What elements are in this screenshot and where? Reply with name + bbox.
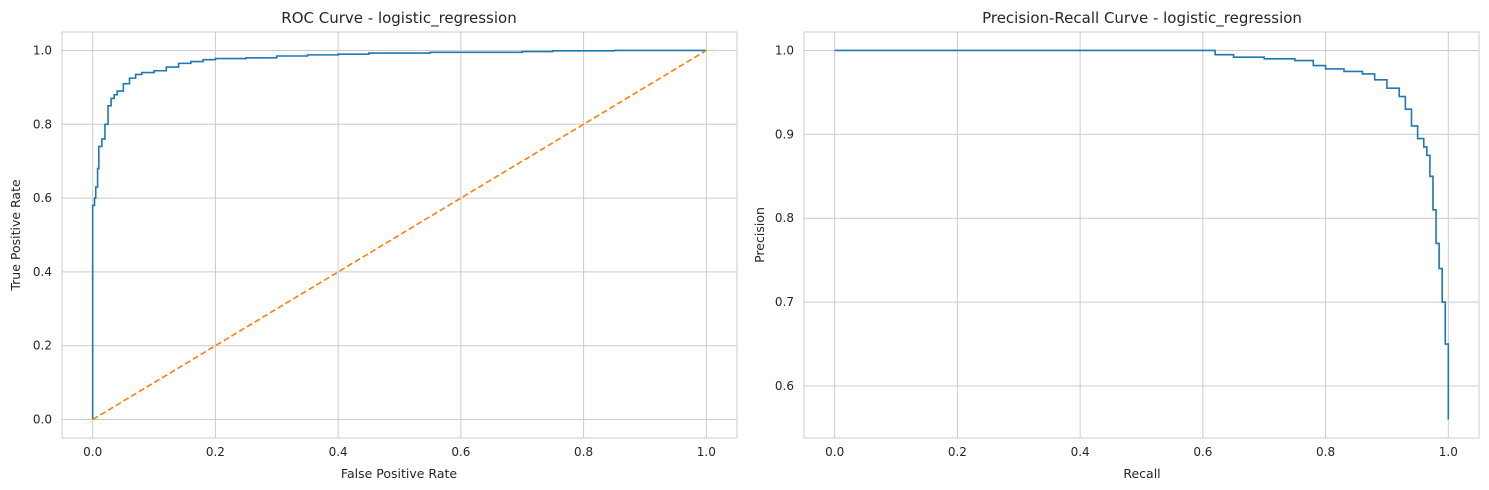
pr-x-tick-label: 0.2 bbox=[948, 445, 967, 459]
pr-y-tick-label: 0.7 bbox=[775, 295, 794, 309]
pr-series bbox=[834, 49, 1450, 420]
roc-x-tick-label: 0.4 bbox=[329, 445, 348, 459]
roc-series-line-0 bbox=[91, 49, 707, 420]
pr-y-tick-label: 1.0 bbox=[775, 43, 794, 57]
roc-series-line-1 bbox=[92, 49, 707, 421]
roc-y-tick-label: 0.4 bbox=[33, 265, 52, 279]
roc-y-tick-label: 0.6 bbox=[33, 191, 52, 205]
roc-chart-title: ROC Curve - logistic_regression bbox=[281, 9, 516, 28]
roc-x-tick-label: 0.0 bbox=[83, 445, 102, 459]
pr-x-ticks: 0.0 0.2 0.4 0.6 0.8 1.0 bbox=[825, 445, 1458, 459]
roc-plot-frame bbox=[61, 31, 738, 439]
roc-x-tick-label: 1.0 bbox=[697, 445, 716, 459]
roc-y-tick-label: 1.0 bbox=[33, 43, 52, 57]
roc-y-tick-label: 0.2 bbox=[33, 339, 52, 353]
pr-x-tick-label: 0.8 bbox=[1316, 445, 1335, 459]
roc-x-axis-label: False Positive Rate bbox=[341, 466, 457, 481]
roc-x-tick-label: 0.8 bbox=[574, 445, 593, 459]
roc-series bbox=[91, 49, 707, 421]
pr-x-axis-label: Recall bbox=[1123, 466, 1160, 481]
pr-y-tick-label: 0.9 bbox=[775, 127, 794, 141]
roc-chart: ROC Curve - logistic_regression 0.0 0.2 0.… bbox=[8, 9, 738, 481]
roc-x-tick-label: 0.6 bbox=[451, 445, 470, 459]
pr-chart: Precision-Recall Curve - logistic_regres… bbox=[752, 9, 1480, 481]
pr-y-ticks: 0.6 0.7 0.8 0.9 1.0 bbox=[775, 43, 794, 393]
pr-x-tick-label: 0.0 bbox=[825, 445, 844, 459]
roc-x-ticks: 0.0 0.2 0.4 0.6 0.8 1.0 bbox=[83, 445, 716, 459]
roc-x-tick-label: 0.2 bbox=[206, 445, 225, 459]
pr-series-line-0 bbox=[834, 49, 1450, 420]
pr-plot-frame bbox=[803, 31, 1480, 439]
roc-y-ticks: 0.0 0.2 0.4 0.6 0.8 1.0 bbox=[33, 43, 52, 426]
roc-y-tick-label: 0.0 bbox=[33, 413, 52, 427]
pr-x-tick-label: 0.6 bbox=[1193, 445, 1212, 459]
pr-y-axis-label: Precision bbox=[752, 207, 767, 263]
pr-y-tick-label: 0.8 bbox=[775, 211, 794, 225]
pr-chart-title: Precision-Recall Curve - logistic_regres… bbox=[982, 9, 1302, 28]
roc-y-tick-label: 0.8 bbox=[33, 117, 52, 131]
roc-grid bbox=[62, 32, 737, 438]
roc-y-axis-label: True Positive Rate bbox=[8, 179, 23, 292]
pr-x-tick-label: 0.4 bbox=[1071, 445, 1090, 459]
pr-y-tick-label: 0.6 bbox=[775, 379, 794, 393]
pr-x-tick-label: 1.0 bbox=[1439, 445, 1458, 459]
pr-grid bbox=[804, 32, 1479, 438]
